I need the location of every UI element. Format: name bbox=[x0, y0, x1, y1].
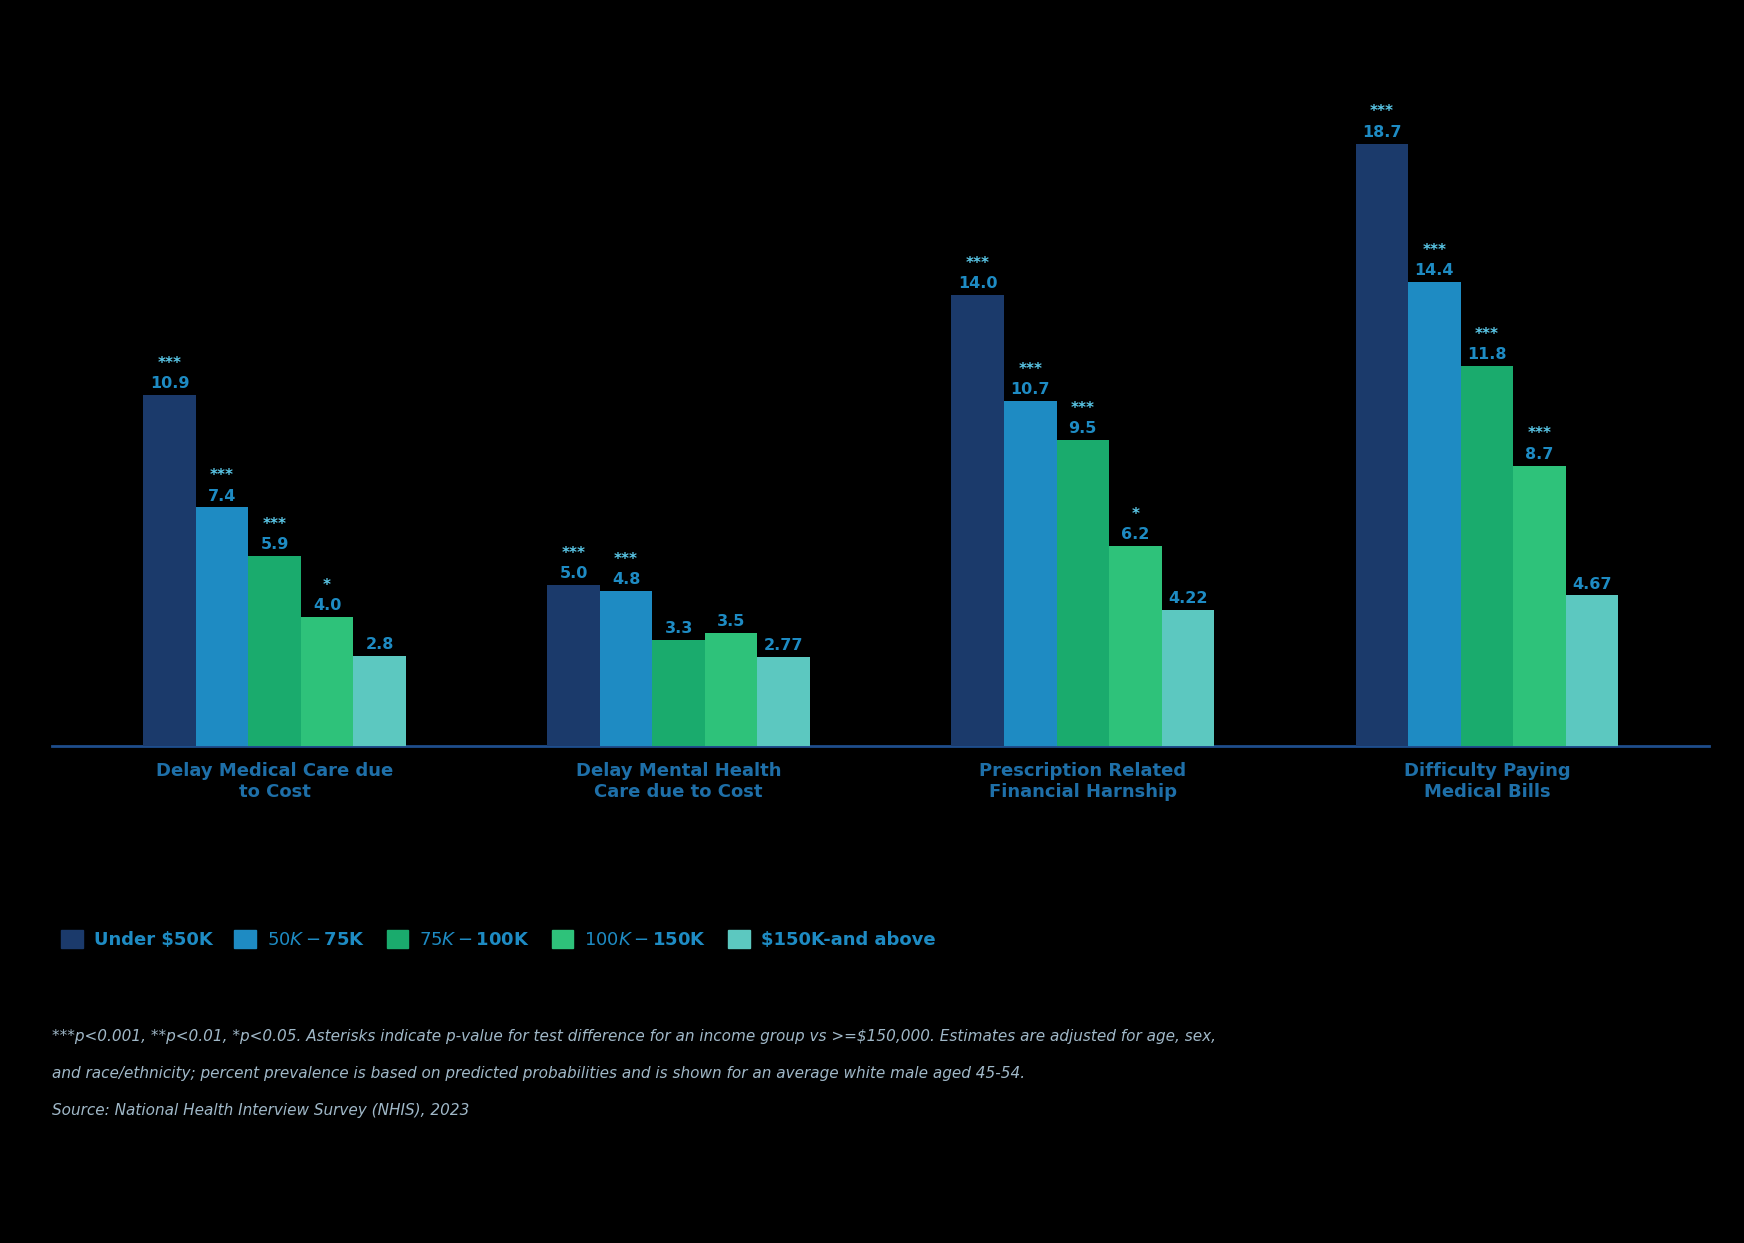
Bar bbox=[1461, 365, 1514, 746]
Text: 4.67: 4.67 bbox=[1571, 577, 1611, 592]
Bar bbox=[302, 617, 354, 746]
Text: 5.0: 5.0 bbox=[560, 566, 588, 580]
Text: 4.22: 4.22 bbox=[1168, 590, 1207, 607]
Text: 3.3: 3.3 bbox=[664, 620, 692, 635]
Text: 8.7: 8.7 bbox=[1526, 446, 1554, 461]
Bar bbox=[652, 640, 705, 746]
Text: 3.5: 3.5 bbox=[717, 614, 745, 629]
Text: 9.5: 9.5 bbox=[1069, 421, 1097, 436]
Text: and race/ethnicity; percent prevalence is based on predicted probabilities and i: and race/ethnicity; percent prevalence i… bbox=[52, 1066, 1025, 1081]
Text: 4.0: 4.0 bbox=[312, 598, 342, 613]
Text: 10.9: 10.9 bbox=[150, 375, 190, 390]
Text: ***: *** bbox=[209, 469, 234, 484]
Bar bbox=[195, 507, 248, 746]
Text: 11.8: 11.8 bbox=[1467, 347, 1507, 362]
Text: 5.9: 5.9 bbox=[260, 537, 290, 552]
Text: ***: *** bbox=[614, 552, 638, 567]
Bar bbox=[548, 584, 600, 746]
Text: 18.7: 18.7 bbox=[1362, 124, 1402, 139]
Legend: Under $50K, $50K-$75K, $75K-$100K, $100K-$150K, $150K-and above: Under $50K, $50K-$75K, $75K-$100K, $100K… bbox=[61, 930, 935, 950]
Bar bbox=[1005, 401, 1057, 746]
Text: 14.0: 14.0 bbox=[957, 276, 998, 291]
Text: ***p<0.001, **p<0.01, *p<0.05. Asterisks indicate p-value for test difference fo: ***p<0.001, **p<0.01, *p<0.05. Asterisks… bbox=[52, 1029, 1216, 1044]
Text: ***: *** bbox=[1071, 400, 1095, 415]
Text: 4.8: 4.8 bbox=[612, 572, 640, 588]
Text: ***: *** bbox=[263, 517, 286, 532]
Bar bbox=[600, 592, 652, 746]
Text: ***: *** bbox=[157, 355, 181, 370]
Text: ***: *** bbox=[1528, 426, 1552, 441]
Bar bbox=[1162, 610, 1214, 746]
Bar bbox=[757, 656, 809, 746]
Text: ***: *** bbox=[1475, 327, 1498, 342]
Bar bbox=[143, 395, 195, 746]
Bar bbox=[705, 633, 757, 746]
Text: 14.4: 14.4 bbox=[1414, 264, 1454, 278]
Text: ***: *** bbox=[1018, 362, 1043, 377]
Text: 10.7: 10.7 bbox=[1010, 383, 1050, 398]
Bar bbox=[248, 556, 302, 746]
Text: *: * bbox=[1132, 507, 1139, 522]
Bar bbox=[952, 295, 1005, 746]
Text: 6.2: 6.2 bbox=[1121, 527, 1149, 542]
Bar bbox=[1514, 466, 1566, 746]
Text: 7.4: 7.4 bbox=[208, 488, 235, 503]
Text: ***: *** bbox=[562, 546, 586, 561]
Bar bbox=[1355, 143, 1407, 746]
Text: 2.8: 2.8 bbox=[366, 636, 394, 651]
Text: ***: *** bbox=[1423, 242, 1446, 257]
Bar bbox=[1566, 595, 1618, 746]
Text: *: * bbox=[323, 578, 331, 593]
Text: 2.77: 2.77 bbox=[764, 638, 804, 653]
Bar bbox=[1109, 546, 1162, 746]
Text: ***: *** bbox=[1369, 104, 1393, 119]
Bar bbox=[1057, 440, 1109, 746]
Text: Source: National Health Interview Survey (NHIS), 2023: Source: National Health Interview Survey… bbox=[52, 1103, 469, 1117]
Bar bbox=[1407, 282, 1461, 746]
Text: ***: *** bbox=[966, 256, 989, 271]
Bar bbox=[354, 655, 406, 746]
